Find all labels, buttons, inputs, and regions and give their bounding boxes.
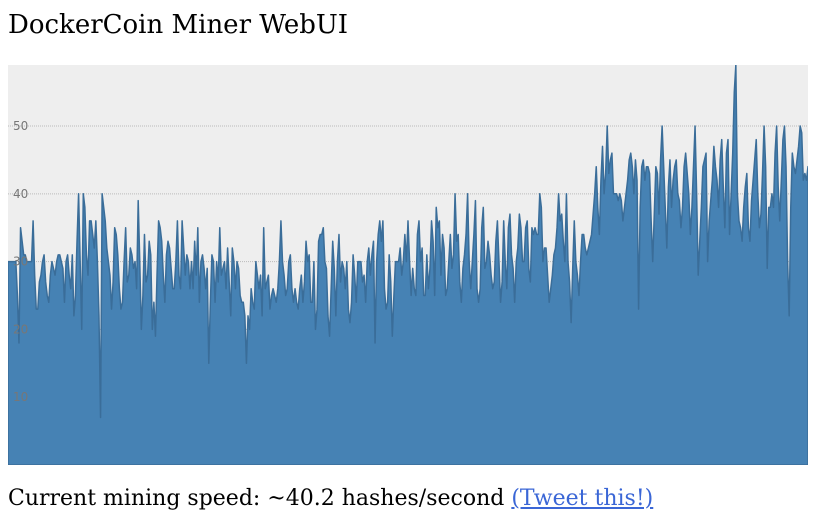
tweet-this-link[interactable]: (Tweet this!): [511, 486, 654, 511]
y-tick-label-20: 20: [13, 322, 28, 336]
y-tick-label-40: 40: [13, 187, 28, 201]
y-axis-ticks: 10 20 30 40 50: [13, 119, 28, 404]
y-tick-label-50: 50: [13, 119, 28, 133]
speed-suffix: hashes/second: [334, 486, 512, 511]
y-tick-label-10: 10: [13, 390, 28, 404]
speed-prefix: Current mining speed: ~: [8, 486, 286, 511]
mining-speed-chart: 10 20 30 40 50: [8, 65, 808, 465]
speed-value: 40.2: [285, 486, 335, 511]
mining-speed-status: Current mining speed: ~40.2 hashes/secon…: [8, 484, 653, 514]
page-title: DockerCoin Miner WebUI: [8, 10, 349, 40]
y-tick-label-30: 30: [13, 255, 28, 269]
hash-rate-area: [8, 65, 808, 465]
